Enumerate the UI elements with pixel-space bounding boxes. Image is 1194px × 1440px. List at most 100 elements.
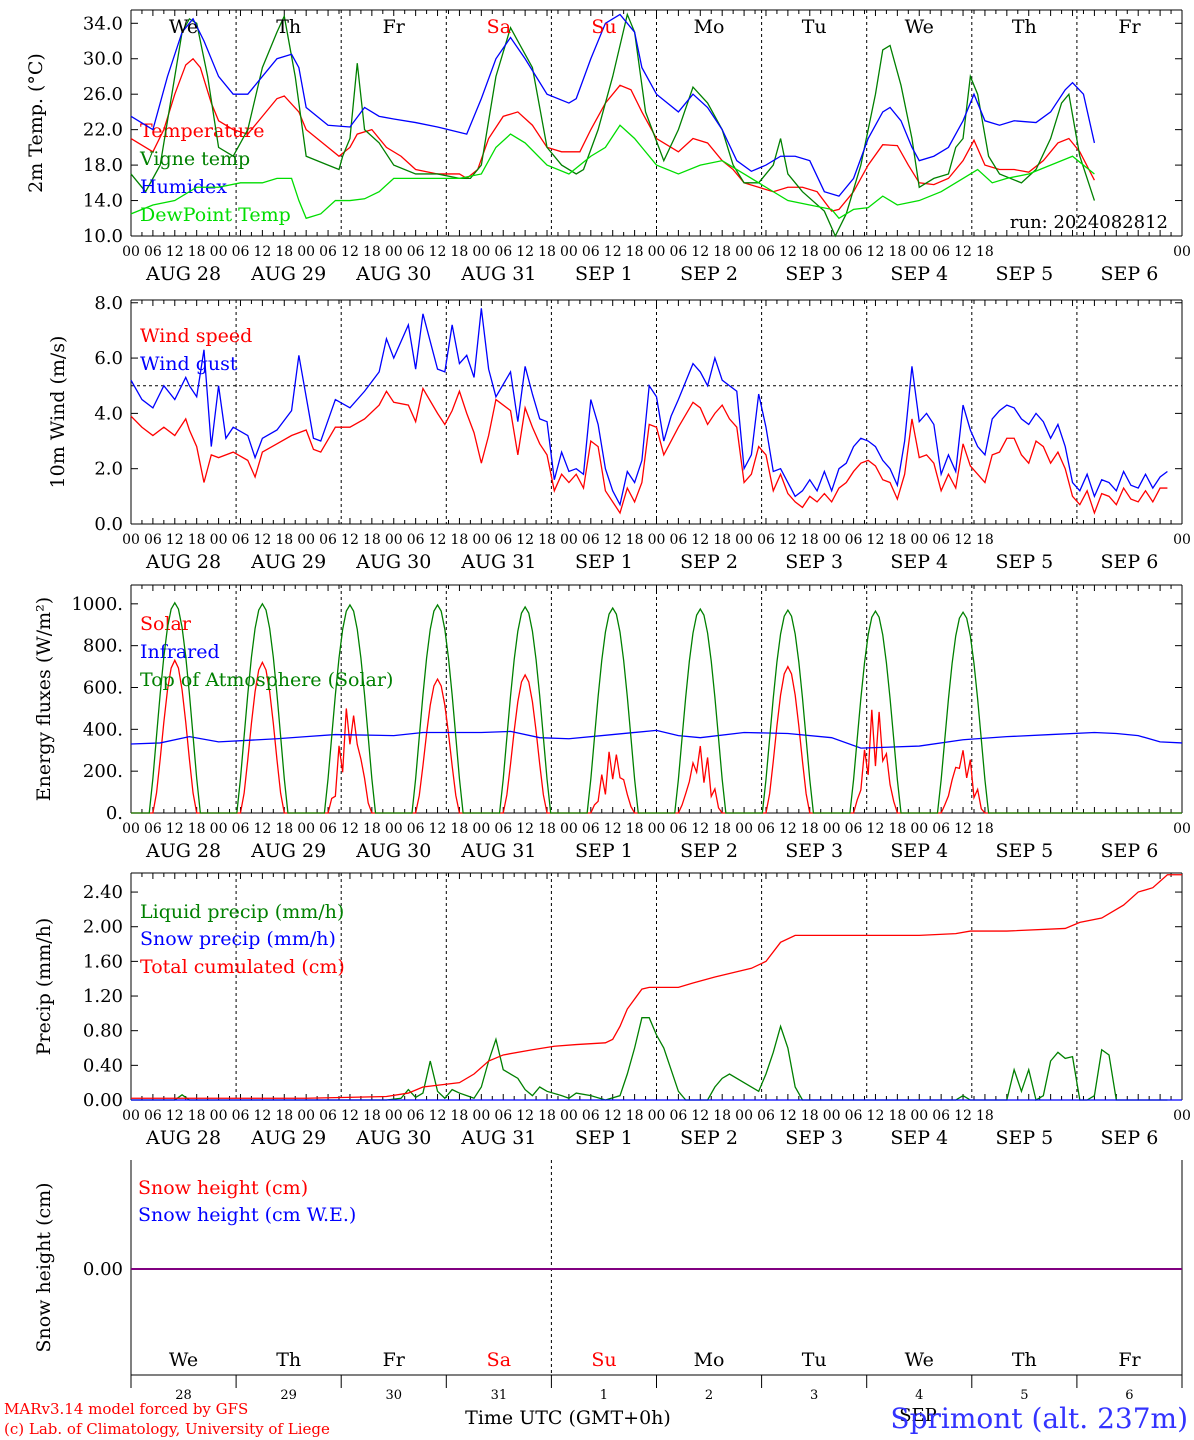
day-number-label: 2	[705, 1388, 713, 1403]
hour-tick-label: 00	[210, 821, 228, 837]
hour-tick-label: 18	[976, 532, 994, 548]
footer-model: MARv3.14 model forced by GFS	[4, 1400, 248, 1418]
hour-tick-label: 00	[910, 821, 928, 837]
y-tick-label: 4.0	[94, 403, 123, 424]
hour-tick-label: 06	[407, 244, 425, 260]
day-label: SEP 1	[575, 263, 633, 285]
day-label: AUG 31	[460, 263, 536, 285]
day-label: AUG 29	[250, 1127, 326, 1149]
hour-tick-label: 18	[275, 244, 293, 260]
hour-tick-label: 00	[122, 244, 140, 260]
legend-series-liquid-precip-mm-h: Liquid precip (mm/h)	[140, 901, 344, 923]
legend-series-snow-height-cm: Snow height (cm)	[138, 1177, 308, 1199]
day-label: SEP 2	[680, 263, 738, 285]
weekday-label: We	[905, 16, 934, 38]
day-label: AUG 29	[250, 263, 326, 285]
hour-tick-label: 06	[144, 244, 162, 260]
hour-tick-label: 12	[341, 1108, 359, 1124]
y-axis-title: 10m Wind (m/s)	[47, 336, 69, 489]
legend-series-temperature: Temperature	[140, 120, 264, 142]
hour-tick-label: 18	[976, 821, 994, 837]
series-infrared	[130, 729, 1183, 749]
weekday-label: Sa	[487, 16, 511, 38]
y-tick-label: 1000.	[71, 594, 123, 615]
day-label: SEP 6	[1101, 840, 1159, 862]
hour-tick-label: 06	[494, 1108, 512, 1124]
y-axis-title: Precip (mm/h)	[33, 918, 55, 1056]
hour-tick-label: 18	[976, 244, 994, 260]
day-label: AUG 29	[250, 840, 326, 862]
hour-tick-label: 06	[319, 532, 337, 548]
weekday-label: Tu	[802, 16, 827, 38]
weekday-label: Tu	[802, 1349, 827, 1371]
y-tick-label: 18.0	[83, 155, 123, 176]
y-tick-label: 0.	[106, 803, 123, 824]
y-tick-label: 400.	[83, 719, 123, 740]
day-label: SEP 2	[680, 840, 738, 862]
series-humidex	[130, 13, 1096, 197]
y-tick-label: 0.40	[83, 1055, 123, 1076]
day-number-label: 29	[280, 1388, 297, 1403]
hour-tick-label: 06	[669, 244, 687, 260]
weekday-label: Fr	[383, 16, 406, 38]
day-number-label: 1	[600, 1388, 608, 1403]
hour-tick-label: 06	[932, 821, 950, 837]
hour-tick-label: 00	[210, 244, 228, 260]
hour-tick-label: 12	[429, 821, 447, 837]
hour-tick-label: 12	[253, 1108, 271, 1124]
hour-tick-label: 12	[604, 821, 622, 837]
hour-tick-label: 06	[582, 1108, 600, 1124]
hour-tick-label: 00	[910, 244, 928, 260]
hour-tick-label: 06	[319, 244, 337, 260]
hour-tick-label: 12	[954, 821, 972, 837]
hour-tick-label: 18	[538, 244, 556, 260]
weekday-label: Sa	[487, 1349, 511, 1371]
day-label: SEP 3	[785, 840, 843, 862]
hour-tick-label: 06	[407, 1108, 425, 1124]
hour-tick-label: 12	[166, 821, 184, 837]
hour-tick-label: 00	[385, 532, 403, 548]
hour-tick-label: 00	[735, 532, 753, 548]
hour-tick-label: 00	[210, 532, 228, 548]
y-tick-label: 1.20	[83, 986, 123, 1007]
weekday-label: We	[169, 1349, 198, 1371]
hour-tick-label: 06	[407, 821, 425, 837]
day-label: AUG 31	[460, 840, 536, 862]
day-label: SEP 1	[575, 1127, 633, 1149]
day-label: SEP 6	[1101, 551, 1159, 573]
hour-tick-label: 06	[144, 532, 162, 548]
hour-tick-label: 00	[560, 532, 578, 548]
hour-tick-label: 12	[429, 532, 447, 548]
hour-tick-label: 18	[538, 532, 556, 548]
day-number-label: 31	[491, 1388, 508, 1403]
hour-tick-label: 06	[669, 821, 687, 837]
series-total-cumulated-cm	[131, 874, 1182, 1099]
hour-tick-label: 00	[122, 1108, 140, 1124]
hour-tick-label: 18	[801, 821, 819, 837]
hour-tick-label: 06	[669, 1108, 687, 1124]
hour-tick-label: 18	[275, 821, 293, 837]
hour-tick-label: 06	[582, 244, 600, 260]
station-label: Sprimont (alt. 237m)	[890, 1402, 1188, 1435]
weekday-label: Su	[591, 16, 616, 38]
day-label: AUG 30	[355, 263, 431, 285]
legend-series-dewpoint-temp: DewPoint Temp	[140, 204, 291, 226]
hour-tick-label: 18	[801, 1108, 819, 1124]
hour-tick-label: 00	[385, 244, 403, 260]
weekday-label: Th	[1012, 1349, 1037, 1371]
x-axis-label: Time UTC (GMT+0h)	[465, 1407, 671, 1429]
hour-tick-label: 06	[494, 532, 512, 548]
hour-tick-label: 06	[845, 532, 863, 548]
hour-tick-label: 06	[582, 821, 600, 837]
hour-tick-label: 06	[319, 821, 337, 837]
hour-tick-label: 00	[297, 821, 315, 837]
day-label: SEP 4	[890, 840, 948, 862]
hour-tick-label: 18	[188, 821, 206, 837]
day-label: SEP 6	[1101, 1127, 1159, 1149]
day-number-label: 30	[385, 1388, 402, 1403]
y-axis-title: Snow height (cm)	[33, 1182, 55, 1352]
hour-tick-label: 06	[144, 1108, 162, 1124]
y-tick-label: 22.0	[83, 120, 123, 141]
hour-tick-label: 12	[691, 532, 709, 548]
hour-tick-label: 00	[735, 1108, 753, 1124]
